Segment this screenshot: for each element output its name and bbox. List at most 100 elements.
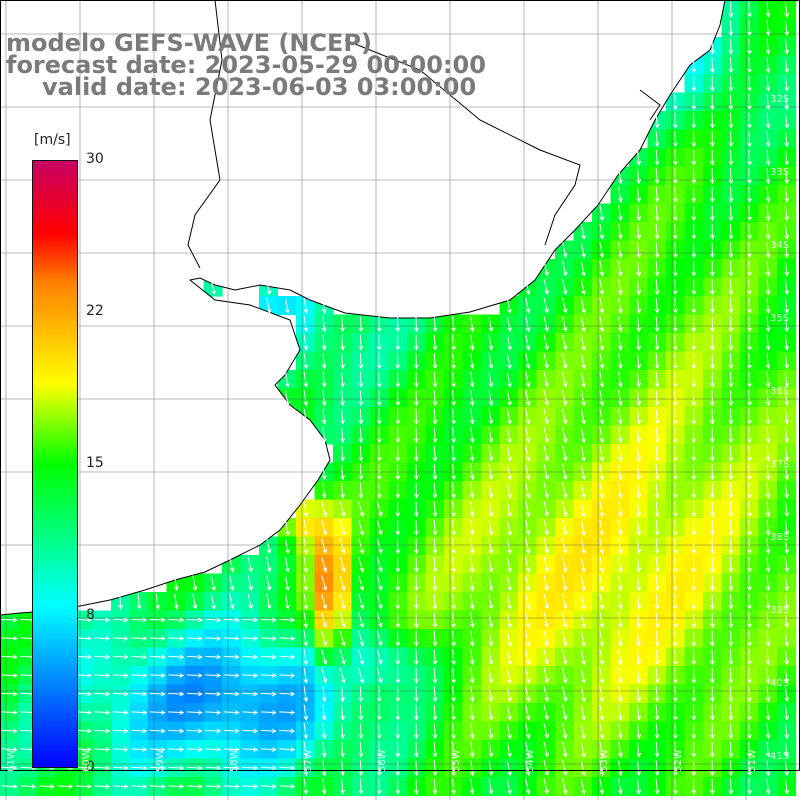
wind-arrow (691, 205, 697, 222)
lon-label-51w: 51W (747, 749, 758, 772)
wind-arrow (525, 686, 531, 703)
wind-arrow (691, 464, 697, 481)
wind-arrow (229, 593, 235, 610)
wind-arrow (654, 667, 660, 684)
wind-arrow (432, 778, 438, 795)
wind-arrow (112, 636, 129, 641)
wind-arrow (784, 279, 790, 296)
wind-arrow (488, 408, 494, 425)
wind-arrow (506, 445, 512, 462)
wind-arrow (279, 673, 296, 678)
wind-arrow (618, 538, 623, 555)
lat-label-37s: 37S (770, 459, 790, 470)
wind-arrow (488, 501, 494, 518)
wind-arrow (562, 408, 568, 425)
wind-arrow (636, 464, 642, 481)
wind-arrow (691, 390, 697, 407)
wind-arrow (525, 334, 531, 351)
wind-arrow (618, 575, 623, 592)
wind-arrow (728, 75, 734, 92)
wind-arrow (303, 316, 309, 333)
wind-arrow (451, 316, 456, 333)
wind-arrow (340, 427, 345, 444)
wind-arrow (747, 501, 752, 518)
wind-arrow (285, 538, 290, 555)
wind-arrow (654, 464, 660, 481)
wind-arrow (747, 186, 752, 203)
wind-arrow (469, 464, 475, 481)
wind-arrow (765, 575, 771, 592)
wind-arrow (279, 691, 296, 697)
wind-arrow (469, 353, 475, 370)
wind-arrow (525, 778, 531, 795)
wind-arrow (303, 519, 309, 536)
wind-arrow (784, 168, 790, 185)
wind-arrow (223, 617, 240, 623)
wind-arrow (266, 279, 272, 296)
wind-arrow (543, 353, 549, 370)
wind-arrow (303, 371, 309, 388)
wind-arrow (506, 390, 512, 407)
wind-arrow (580, 334, 586, 351)
wind-arrow (747, 427, 752, 444)
wind-arrow (321, 556, 328, 573)
wind-arrow (285, 519, 290, 536)
wind-arrow (747, 297, 752, 314)
wind-arrow (488, 445, 494, 462)
wind-arrow (112, 673, 129, 678)
wind-arrow (376, 723, 382, 740)
wind-arrow (765, 686, 771, 703)
wind-arrow (543, 649, 549, 666)
wind-arrow (488, 723, 494, 740)
wind-arrow (599, 575, 605, 592)
wind-arrow (636, 445, 642, 462)
wind-arrow (131, 747, 148, 752)
wind-arrow (673, 686, 678, 703)
wind-arrow (488, 538, 494, 555)
colorbar (32, 160, 78, 768)
wind-arrow (599, 501, 605, 518)
wind-arrow (599, 612, 605, 629)
wind-arrow (260, 728, 277, 734)
wind-arrow (747, 279, 752, 296)
wind-arrow (543, 464, 549, 481)
wind-arrow (784, 649, 790, 666)
wind-arrow (618, 649, 623, 666)
lon-label-53w: 53W (599, 749, 610, 772)
wind-arrow (728, 427, 734, 444)
wind-arrow (266, 538, 272, 555)
wind-arrow (784, 390, 790, 407)
wind-arrow (210, 575, 216, 592)
wind-arrow (488, 649, 494, 666)
lon-label-58w: 58W (229, 749, 240, 772)
wind-arrow (469, 649, 475, 666)
wind-arrow (112, 784, 129, 789)
wind-arrow (340, 686, 345, 703)
wind-arrow (709, 649, 715, 666)
wind-arrow (765, 704, 771, 721)
wind-arrow (279, 710, 296, 715)
wind-arrow (303, 760, 309, 777)
wind-arrow (112, 747, 129, 752)
wind-arrow (242, 617, 259, 623)
wind-arrow (432, 760, 438, 777)
wind-arrow (562, 501, 568, 518)
wind-arrow (1, 728, 18, 734)
wind-arrow (358, 427, 364, 444)
wind-arrow (543, 297, 549, 314)
wind-arrow (279, 765, 296, 771)
wind-arrow (654, 168, 660, 185)
wind-arrow (673, 630, 678, 647)
wind-arrow (395, 538, 401, 555)
wind-arrow (636, 760, 642, 777)
wind-arrow (321, 667, 328, 684)
wind-arrow (636, 205, 642, 222)
valid-date: valid date: 2023-06-03 03:00:00 (42, 73, 477, 101)
wind-arrow (765, 427, 771, 444)
wind-arrow (149, 747, 166, 752)
wind-arrow (784, 445, 790, 462)
wind-arrow (451, 630, 456, 647)
wind-arrow (765, 205, 771, 222)
wind-arrow (414, 519, 419, 536)
wind-arrow (321, 519, 328, 536)
